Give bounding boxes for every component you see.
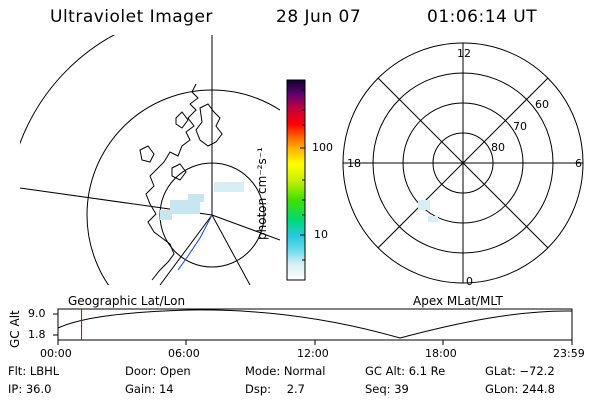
colorbar-tick-10: 10 <box>314 228 328 241</box>
mlt-label-0: 0 <box>466 275 473 288</box>
info-flt-label: Flt: <box>8 364 27 378</box>
info-glon-label: GLon: <box>485 382 519 396</box>
info-gain: Gain: 14 <box>125 382 174 396</box>
info-ip-value: 36.0 <box>25 382 52 396</box>
info-ip: IP: 36.0 <box>8 382 51 396</box>
polar-grid <box>342 42 584 284</box>
info-mode: Mode: Normal <box>245 364 325 378</box>
info-seq-value: 39 <box>394 382 409 396</box>
info-dsp: Dsp: 2.7 <box>245 382 305 396</box>
polar-panel-caption: Apex MLat/MLT <box>413 294 503 308</box>
info-glon-value: 244.8 <box>521 382 555 396</box>
mlat-label-80: 80 <box>491 141 505 154</box>
info-seq-label: Seq: <box>365 382 391 396</box>
time-tick-2359: 23:59 <box>553 347 585 360</box>
info-seq: Seq: 39 <box>365 382 409 396</box>
info-door-value: Open <box>159 364 191 378</box>
geographic-map <box>20 35 280 285</box>
mlt-label-6: 6 <box>575 157 582 170</box>
colorbar-tick-100: 100 <box>312 141 333 154</box>
altitude-ticks <box>53 313 573 345</box>
time-tick-0000: 00:00 <box>40 347 72 360</box>
mlat-label-60: 60 <box>535 98 549 111</box>
info-mode-value: Normal <box>283 364 326 378</box>
instrument-title: Ultraviolet Imager <box>50 7 213 27</box>
info-flt-value: LBHL <box>29 364 60 378</box>
time-tick-1800: 18:00 <box>425 347 457 360</box>
info-glon: GLon: 244.8 <box>485 382 555 396</box>
info-door: Door: Open <box>125 364 191 378</box>
info-gcalt-label: GC Alt: <box>365 364 406 378</box>
time-tick-1200: 12:00 <box>297 347 329 360</box>
altitude-ytick-low: 1.8 <box>28 328 46 341</box>
info-gcalt-value: 6.1 Re <box>408 364 446 378</box>
colorbar-axis-label: photon cm⁻²s⁻¹ <box>255 147 269 240</box>
aurora-emission <box>160 182 244 220</box>
info-gcalt: GC Alt: 6.1 Re <box>365 364 445 378</box>
geo-panel-caption: Geographic Lat/Lon <box>68 294 186 308</box>
coastline <box>139 83 223 281</box>
info-flt: Flt: LBHL <box>8 364 59 378</box>
info-ip-label: IP: <box>8 382 23 396</box>
altitude-ytick-high: 9.0 <box>28 307 46 320</box>
info-glat-value: −72.2 <box>519 364 555 378</box>
date-label: 28 Jun 07 <box>276 7 362 27</box>
colorbar-ticks <box>300 89 305 261</box>
info-gain-value: 14 <box>158 382 174 396</box>
info-gain-label: Gain: <box>125 382 156 396</box>
mlt-label-18: 18 <box>347 157 361 170</box>
altitude-curve <box>57 309 573 339</box>
mlat-label-70: 70 <box>513 120 527 133</box>
info-glat: GLat: −72.2 <box>485 364 555 378</box>
info-glat-label: GLat: <box>485 364 516 378</box>
altitude-ylabel: GC Alt <box>8 310 22 348</box>
polar-aurora <box>418 200 438 222</box>
meridian-track <box>177 214 213 271</box>
info-mode-label: Mode: <box>245 364 281 378</box>
time-label: 01:06:14 UT <box>427 7 538 27</box>
mlt-label-12: 12 <box>457 47 471 60</box>
info-dsp-value: 2.7 <box>286 382 305 396</box>
time-tick-0600: 06:00 <box>168 347 200 360</box>
longitude-grid <box>20 35 280 285</box>
info-dsp-label: Dsp: <box>245 382 272 396</box>
altitude-plot-frame <box>57 308 573 341</box>
info-door-label: Door: <box>125 364 157 378</box>
